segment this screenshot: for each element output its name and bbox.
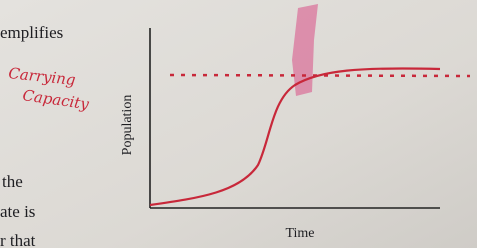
body-text: r that (0, 231, 36, 248)
paper (0, 0, 477, 248)
body-text: the (2, 172, 23, 191)
page: emplifies the ate is r that Carrying Cap… (0, 0, 477, 248)
photo: emplifies the ate is r that Carrying Cap… (0, 0, 477, 248)
y-axis-label: Population (120, 95, 135, 156)
x-axis-label: Time (285, 226, 314, 241)
body-text: ate is (0, 202, 35, 221)
body-text: emplifies (0, 23, 63, 42)
